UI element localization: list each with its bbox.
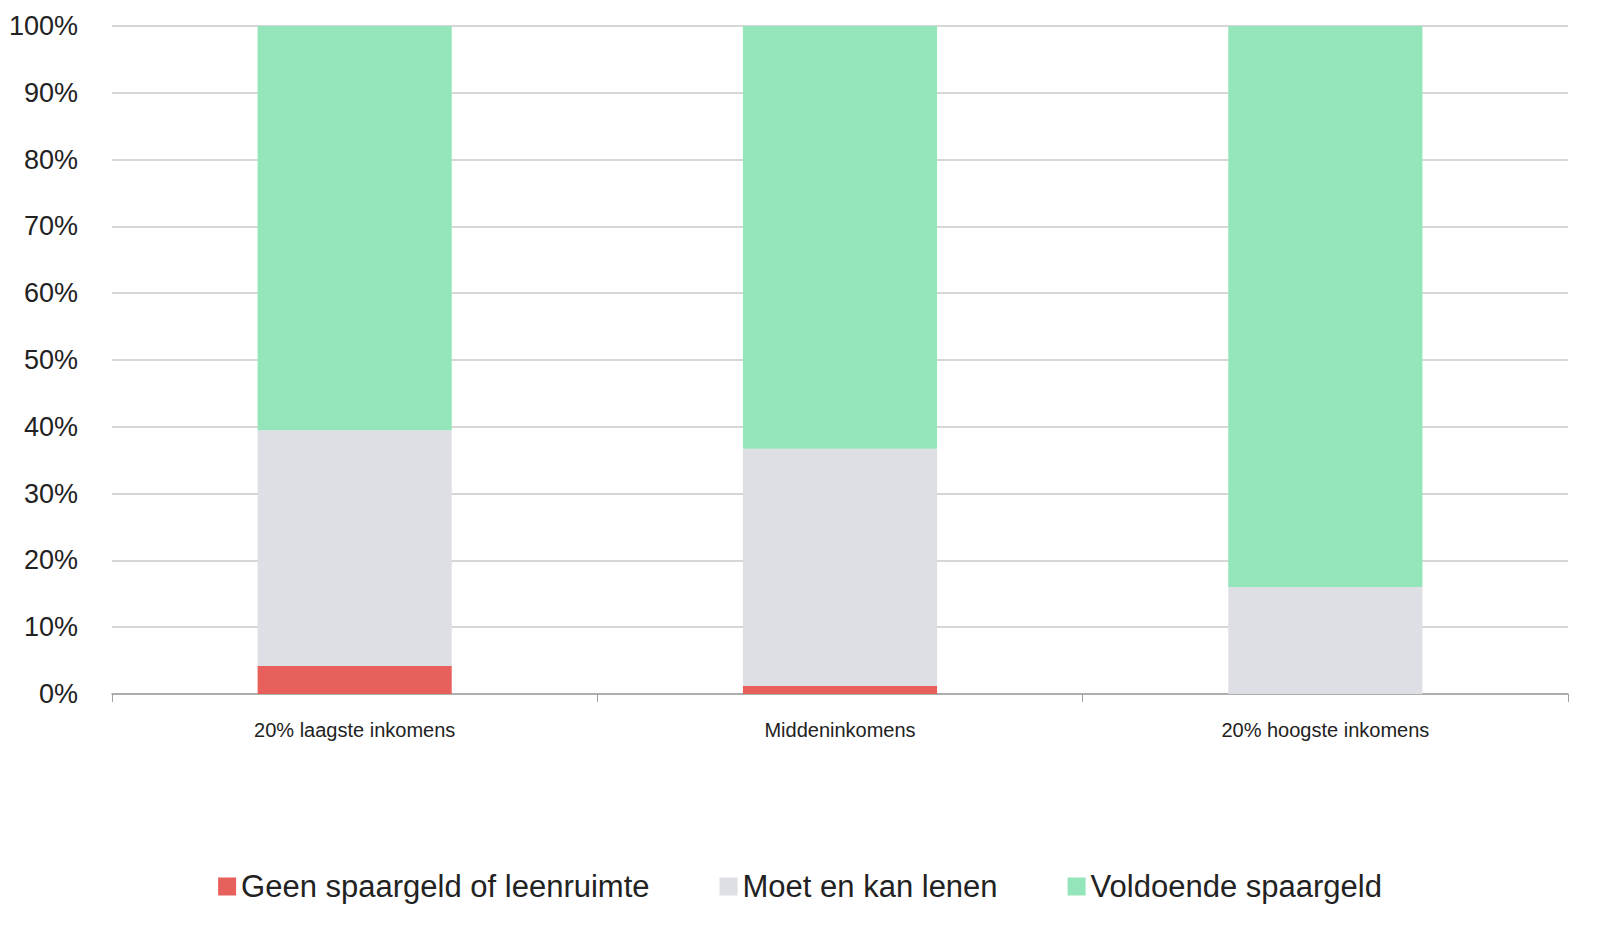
svg-text:Geen spaargeld of leenruimte: Geen spaargeld of leenruimte xyxy=(241,869,649,904)
svg-text:80%: 80% xyxy=(24,145,78,175)
svg-text:10%: 10% xyxy=(24,612,78,642)
svg-text:20%: 20% xyxy=(24,545,78,575)
svg-text:90%: 90% xyxy=(24,78,78,108)
svg-text:Moet en kan lenen: Moet en kan lenen xyxy=(743,869,998,904)
svg-text:100%: 100% xyxy=(9,11,78,41)
svg-text:70%: 70% xyxy=(24,211,78,241)
svg-text:60%: 60% xyxy=(24,278,78,308)
svg-text:20% hoogste inkomens: 20% hoogste inkomens xyxy=(1221,719,1429,741)
svg-text:20% laagste inkomens: 20% laagste inkomens xyxy=(254,719,455,741)
svg-text:40%: 40% xyxy=(24,412,78,442)
svg-text:30%: 30% xyxy=(24,479,78,509)
svg-text:Voldoende spaargeld: Voldoende spaargeld xyxy=(1091,869,1382,904)
svg-text:Middeninkomens: Middeninkomens xyxy=(764,719,915,741)
svg-text:50%: 50% xyxy=(24,345,78,375)
svg-text:0%: 0% xyxy=(39,679,78,709)
